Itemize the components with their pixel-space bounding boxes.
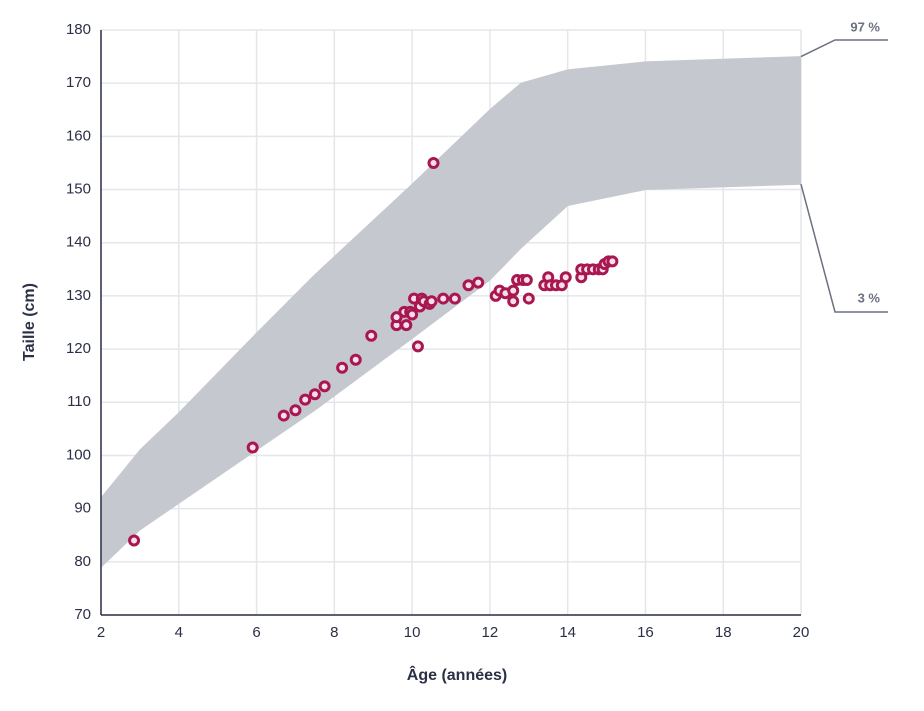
x-tick-label: 12 — [482, 624, 499, 641]
point — [400, 319, 413, 332]
y-axis-label: Taille (cm) — [21, 283, 38, 361]
point — [318, 380, 331, 393]
x-tick-label: 16 — [637, 624, 654, 641]
y-tick-label: 180 — [66, 21, 91, 38]
point — [365, 329, 378, 342]
y-tick-label: 130 — [66, 287, 91, 304]
y-tick-label: 160 — [66, 127, 91, 144]
point — [606, 255, 619, 268]
point — [425, 295, 438, 308]
annotation: 97 % — [850, 19, 880, 34]
band-area — [101, 56, 801, 568]
point — [277, 409, 290, 422]
x-tick-label: 8 — [330, 624, 338, 641]
point — [289, 404, 302, 417]
point — [437, 292, 450, 305]
point — [472, 276, 485, 289]
point — [349, 353, 362, 366]
x-tick-label: 20 — [793, 624, 810, 641]
point — [390, 311, 403, 324]
y-tick-label: 90 — [74, 500, 91, 517]
point — [308, 388, 321, 401]
point — [559, 271, 572, 284]
point — [336, 361, 349, 374]
point — [507, 295, 520, 308]
y-tick-label: 70 — [74, 606, 91, 623]
y-tick-label: 140 — [66, 234, 91, 251]
y-tick-label: 80 — [74, 553, 91, 570]
point — [448, 292, 461, 305]
y-tick-label: 120 — [66, 340, 91, 357]
x-tick-label: 4 — [175, 624, 183, 641]
y-tick-label: 150 — [66, 181, 91, 198]
point — [299, 393, 312, 406]
point — [128, 534, 141, 547]
point — [246, 441, 259, 454]
point — [520, 273, 533, 286]
point — [522, 292, 535, 305]
band-edge — [100, 183, 802, 568]
y-tick-label: 170 — [66, 74, 91, 91]
point — [507, 284, 520, 297]
x-tick-label: 18 — [715, 624, 732, 641]
point — [411, 340, 424, 353]
x-tick-label: 14 — [559, 624, 576, 641]
x-tick-label: 2 — [97, 624, 105, 641]
annotation: 3 % — [858, 290, 881, 305]
point — [406, 308, 419, 321]
band-edge — [100, 56, 802, 499]
x-tick-label: 10 — [404, 624, 421, 641]
leader-line — [800, 184, 888, 313]
y-tick-label: 110 — [67, 393, 91, 410]
x-tick-label: 6 — [252, 624, 260, 641]
point — [427, 156, 440, 169]
x-axis-label: Âge (années) — [407, 665, 507, 684]
y-tick-label: 100 — [66, 446, 91, 463]
point — [462, 279, 475, 292]
leader-line — [800, 39, 888, 58]
